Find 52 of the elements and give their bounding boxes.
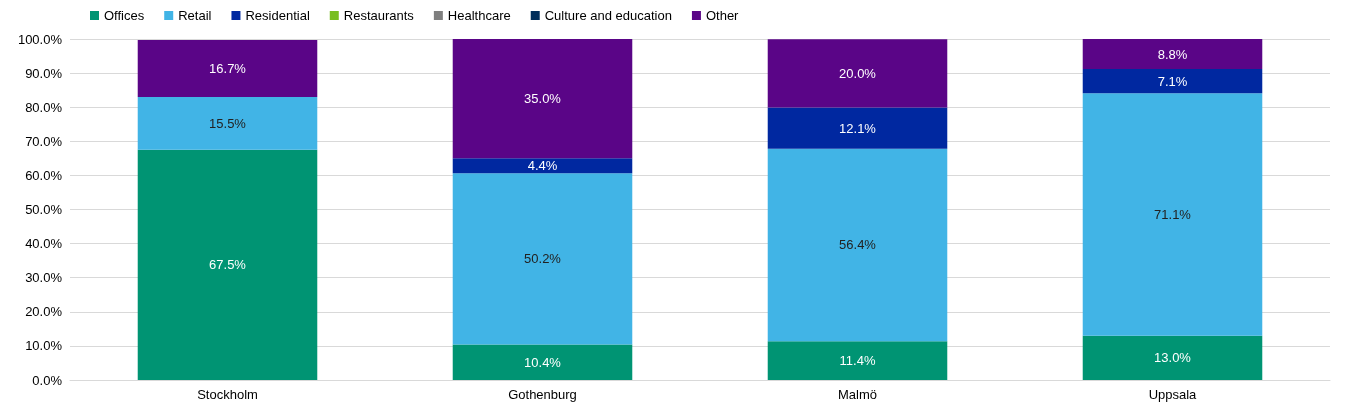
y-tick-label: 50.0% [25, 202, 63, 217]
x-tick-label: Stockholm [197, 387, 258, 402]
y-tick-label: 40.0% [25, 236, 63, 252]
data-label: 15.5% [209, 115, 247, 131]
bar [1082, 69, 1263, 94]
y-tick-label: 70.0% [25, 133, 63, 149]
data-label: 35.0% [524, 91, 562, 107]
y-tick-label: 20.0% [25, 304, 63, 320]
y-tick-label: 100.0% [17, 31, 63, 47]
y-tick-label: 90.0% [25, 65, 63, 81]
bar [137, 40, 318, 97]
bar [452, 39, 633, 159]
data-label: 7.1% [1157, 73, 1188, 89]
bar [452, 173, 633, 345]
bar [767, 341, 948, 380]
x-tick-label: Uppsala [1148, 387, 1198, 402]
data-label: 56.4% [839, 237, 877, 253]
data-label: 20.0% [839, 65, 877, 81]
data-label: 12.1% [839, 120, 877, 136]
y-tick-label: 60.0% [25, 167, 63, 183]
data-label: 10.4% [524, 354, 562, 370]
y-tick-label: 30.0% [25, 270, 63, 286]
bar [137, 149, 318, 380]
data-label: 13.0% [1154, 350, 1192, 366]
y-tick-label: 10.0% [25, 338, 63, 354]
data-label: 16.7% [209, 61, 247, 76]
bar [452, 344, 633, 380]
legend-label: Culture and education [544, 8, 672, 23]
bar [1082, 39, 1263, 70]
legend-label: Retail [178, 8, 212, 23]
data-label: 4.4% [527, 158, 558, 174]
y-tick-label: 0.0% [32, 372, 63, 388]
legend-label: Other [705, 8, 740, 23]
legend-label: Healthcare [447, 8, 511, 23]
x-tick-label: Malmö [837, 387, 878, 402]
data-label: 50.2% [524, 251, 562, 267]
data-label: 8.8% [1157, 46, 1188, 62]
bar [1082, 335, 1263, 380]
legend-label: Restaurants [343, 8, 415, 23]
bar [1082, 93, 1263, 336]
data-label: 71.1% [1154, 206, 1192, 222]
y-tick-label: 80.0% [25, 99, 63, 115]
legend-label: Residential [245, 8, 310, 23]
bar [767, 148, 948, 342]
bar [137, 96, 318, 150]
bar [767, 107, 948, 149]
bar [767, 39, 948, 108]
bar [452, 158, 633, 174]
x-tick-label: Gothenburg [508, 387, 577, 402]
legend-label: Offices [104, 8, 145, 23]
data-label: 67.5% [209, 257, 247, 273]
data-label: 11.4% [839, 353, 876, 369]
